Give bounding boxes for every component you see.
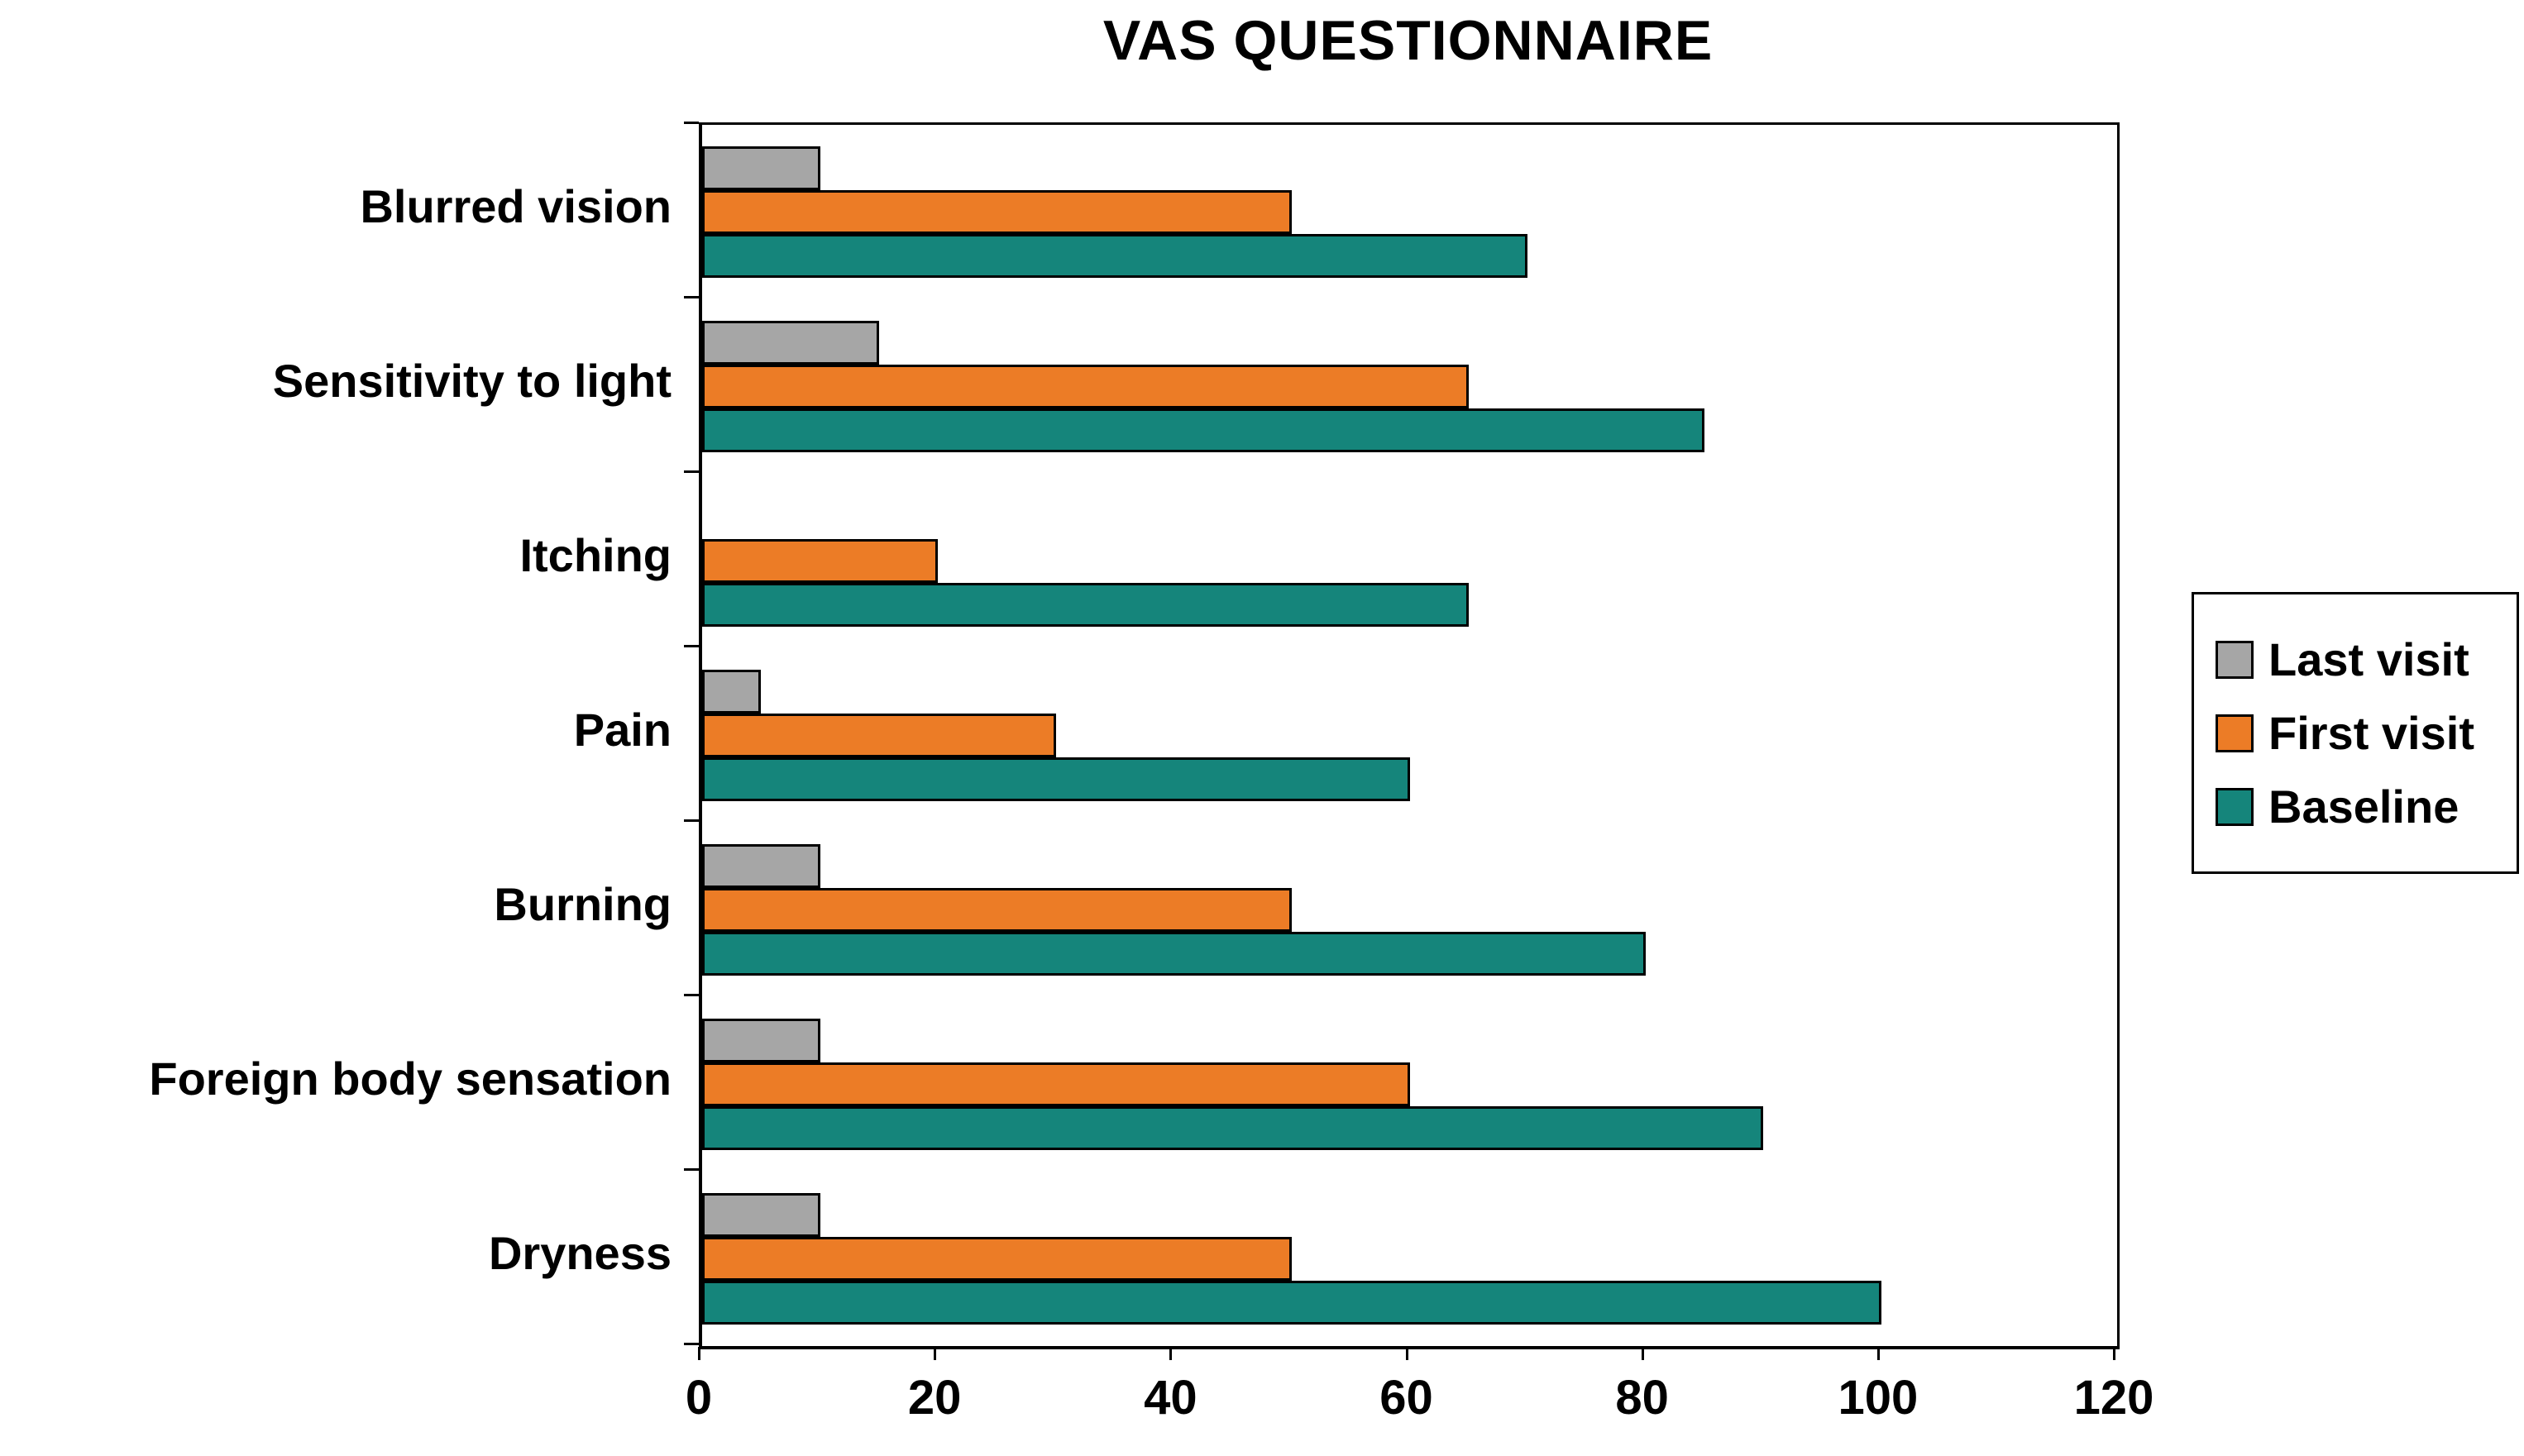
x-tick-label-60: 60 <box>1379 1371 1433 1425</box>
bar-first-visit-itching <box>702 538 939 584</box>
x-axis-tick <box>2113 1347 2115 1360</box>
bar-first-visit-sensitivity-to-light <box>702 364 1469 409</box>
bar-first-visit-dryness <box>702 1236 1292 1282</box>
bar-last-visit-burning <box>702 843 820 888</box>
bar-last-visit-sensitivity-to-light <box>702 320 879 365</box>
bar-baseline-blurred-vision <box>702 234 1528 279</box>
x-tick-label-20: 20 <box>907 1371 962 1425</box>
y-axis-tick <box>684 645 699 647</box>
bar-baseline-burning <box>702 932 1646 976</box>
legend-label-first-visit: First visit <box>2268 707 2474 759</box>
category-label-dryness: Dryness <box>488 1226 672 1279</box>
legend-entry-baseline: Baseline <box>2216 780 2508 833</box>
x-tick-label-0: 0 <box>685 1371 713 1425</box>
x-tick-label-100: 100 <box>1838 1371 1919 1425</box>
bar-first-visit-blurred-vision <box>702 189 1292 235</box>
category-label-sensitivity-to-light: Sensitivity to light <box>272 354 672 407</box>
y-axis-tick <box>684 122 699 124</box>
bar-first-visit-pain <box>702 713 1056 758</box>
y-axis-tick <box>684 1343 699 1345</box>
legend-entry-last-visit: Last visit <box>2216 633 2508 686</box>
x-axis-tick <box>1169 1347 1173 1360</box>
category-label-blurred-vision: Blurred vision <box>360 179 672 232</box>
bar-baseline-itching <box>702 583 1469 628</box>
legend-swatch-last-visit <box>2216 640 2254 679</box>
y-axis-tick <box>684 1168 699 1171</box>
x-axis-tick <box>1641 1347 1644 1360</box>
legend-swatch-first-visit <box>2216 714 2254 752</box>
x-tick-label-120: 120 <box>2073 1371 2154 1425</box>
x-axis-tick <box>1405 1347 1408 1360</box>
bar-first-visit-burning <box>702 887 1292 933</box>
bar-last-visit-foreign-body-sensation <box>702 1018 820 1062</box>
bar-baseline-dryness <box>702 1281 1881 1325</box>
legend: Last visit First visit Baseline <box>2192 592 2519 874</box>
category-label-pain: Pain <box>573 703 672 756</box>
category-label-itching: Itching <box>519 528 672 581</box>
bar-baseline-foreign-body-sensation <box>702 1106 1764 1151</box>
legend-entry-first-visit: First visit <box>2216 706 2508 760</box>
chart-title: VAS QUESTIONNAIRE <box>1102 9 1714 72</box>
x-axis-tick <box>934 1347 937 1360</box>
x-axis-tick <box>1876 1347 1880 1360</box>
y-axis-tick <box>684 296 699 298</box>
bar-baseline-sensitivity-to-light <box>702 408 1704 453</box>
x-tick-label-40: 40 <box>1144 1371 1197 1425</box>
bar-last-visit-blurred-vision <box>702 146 820 190</box>
x-tick-label-80: 80 <box>1615 1371 1669 1425</box>
legend-swatch-baseline <box>2216 787 2254 826</box>
y-axis-tick <box>684 994 699 996</box>
legend-label-last-visit: Last visit <box>2268 633 2469 685</box>
category-label-foreign-body-sensation: Foreign body sensation <box>149 1052 672 1105</box>
plot-area <box>699 122 2120 1349</box>
bar-baseline-pain <box>702 757 1410 802</box>
bar-last-visit-dryness <box>702 1192 820 1237</box>
bar-first-visit-foreign-body-sensation <box>702 1062 1410 1107</box>
y-axis-tick <box>684 819 699 822</box>
category-label-burning: Burning <box>494 877 672 930</box>
x-axis-tick <box>698 1347 700 1360</box>
legend-label-baseline: Baseline <box>2268 781 2459 833</box>
bar-last-visit-pain <box>702 669 762 714</box>
y-axis-tick <box>684 470 699 473</box>
